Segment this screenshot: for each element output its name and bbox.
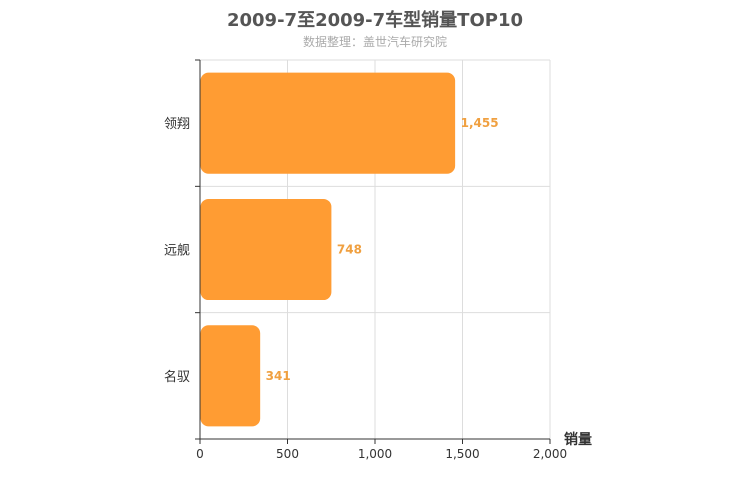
category-label: 远舰 [164, 244, 190, 259]
bar [200, 198, 332, 301]
x-axis-title: 销量 [564, 431, 592, 448]
data-label: 1,455 [461, 116, 499, 130]
category-label: 领翔 [164, 117, 190, 132]
bar [200, 325, 261, 427]
x-tick-label: 1,500 [445, 447, 479, 461]
x-tick-label: 1,000 [358, 447, 392, 461]
bar [200, 72, 456, 174]
x-tick-label: 0 [196, 447, 204, 461]
data-label: 341 [266, 369, 291, 383]
data-label: 748 [337, 243, 362, 257]
category-label: 名驭 [164, 369, 190, 385]
chart-subtitle: 数据整理：盖世汽车研究院 [302, 35, 447, 49]
x-tick-label: 500 [276, 447, 299, 461]
x-tick-label: 2,000 [533, 447, 567, 461]
chart-title: 2009-7至2009-7车型销量TOP10 [226, 10, 523, 31]
